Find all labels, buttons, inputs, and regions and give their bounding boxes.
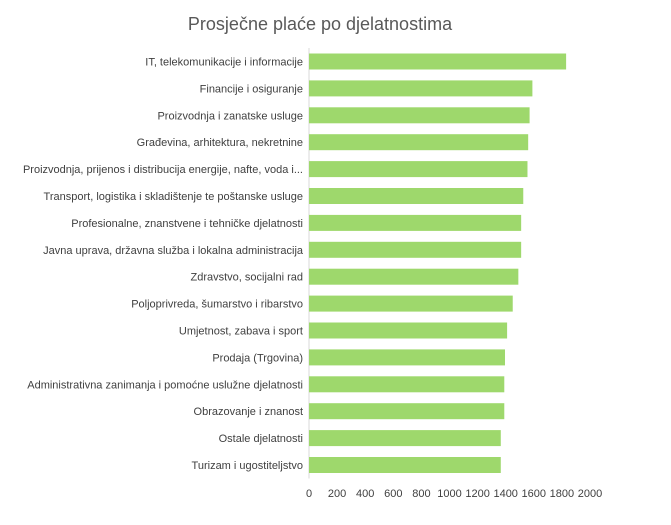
bar bbox=[309, 134, 529, 151]
bar bbox=[309, 161, 528, 178]
x-tick-label: 1000 bbox=[437, 488, 461, 500]
category-label: Profesionalne, znanstvene i tehničke dje… bbox=[71, 218, 303, 230]
category-label: Prodaja (Trgovina) bbox=[212, 352, 303, 364]
category-label: Zdravstvo, socijalni rad bbox=[191, 272, 304, 284]
bar bbox=[309, 268, 519, 285]
x-tick-label: 400 bbox=[356, 488, 374, 500]
category-label: Turizam i ugostiteljstvo bbox=[192, 460, 303, 472]
category-label: Građevina, arhitektura, nekretnine bbox=[137, 137, 303, 149]
category-labels: IT, telekomunikacije i informacije Financ… bbox=[23, 57, 304, 473]
x-tick-label: 1600 bbox=[522, 488, 546, 500]
x-tick-label: 0 bbox=[306, 488, 312, 500]
chart-title: Prosječne plaće po djelatnostima bbox=[188, 14, 453, 34]
bar bbox=[309, 322, 508, 339]
bars bbox=[309, 53, 567, 473]
bar bbox=[309, 349, 505, 366]
bar bbox=[309, 403, 505, 420]
x-tick-label: 2000 bbox=[578, 488, 602, 500]
bar bbox=[309, 295, 513, 312]
category-label: Poljoprivreda, šumarstvo i ribarstvo bbox=[131, 299, 303, 311]
bar bbox=[309, 241, 522, 258]
category-label: Administrativna zanimanja i pomoćne uslu… bbox=[27, 379, 303, 391]
category-label: Proizvodnja i zanatske usluge bbox=[157, 110, 303, 122]
bar bbox=[309, 214, 522, 231]
category-label: IT, telekomunikacije i informacije bbox=[145, 57, 303, 69]
bar bbox=[309, 457, 501, 473]
x-tick-label: 800 bbox=[412, 488, 430, 500]
bar bbox=[309, 188, 524, 204]
category-label: Financije i osiguranje bbox=[200, 83, 303, 95]
bar bbox=[309, 107, 530, 124]
bar bbox=[309, 80, 533, 97]
category-label: Umjetnost, zabava i sport bbox=[179, 326, 303, 338]
x-tick-label: 600 bbox=[384, 488, 402, 500]
category-label: Proizvodnja, prijenos i distribucija ene… bbox=[23, 164, 303, 176]
bar bbox=[309, 430, 501, 447]
x-tick-label: 200 bbox=[328, 488, 346, 500]
x-tick-label: 1200 bbox=[465, 488, 489, 500]
category-label: Transport, logistika i skladištenje te p… bbox=[44, 191, 303, 203]
x-axis-tick-labels: 0 200 400 600 800 1000 1200 1400 1600 1800 2000 bbox=[306, 488, 602, 500]
x-tick-label: 1400 bbox=[493, 488, 517, 500]
category-label: Javna uprava, državna služba i lokalna a… bbox=[43, 245, 304, 257]
bar bbox=[309, 53, 567, 70]
x-tick-label: 1800 bbox=[550, 488, 574, 500]
category-label: Obrazovanje i znanost bbox=[194, 406, 303, 418]
bar bbox=[309, 376, 505, 393]
category-label: Ostale djelatnosti bbox=[219, 433, 303, 445]
